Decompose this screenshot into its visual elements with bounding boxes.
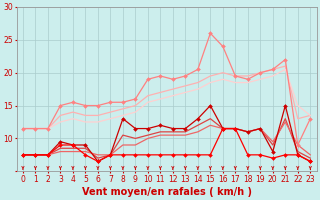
X-axis label: Vent moyen/en rafales ( km/h ): Vent moyen/en rafales ( km/h ) [82, 187, 252, 197]
